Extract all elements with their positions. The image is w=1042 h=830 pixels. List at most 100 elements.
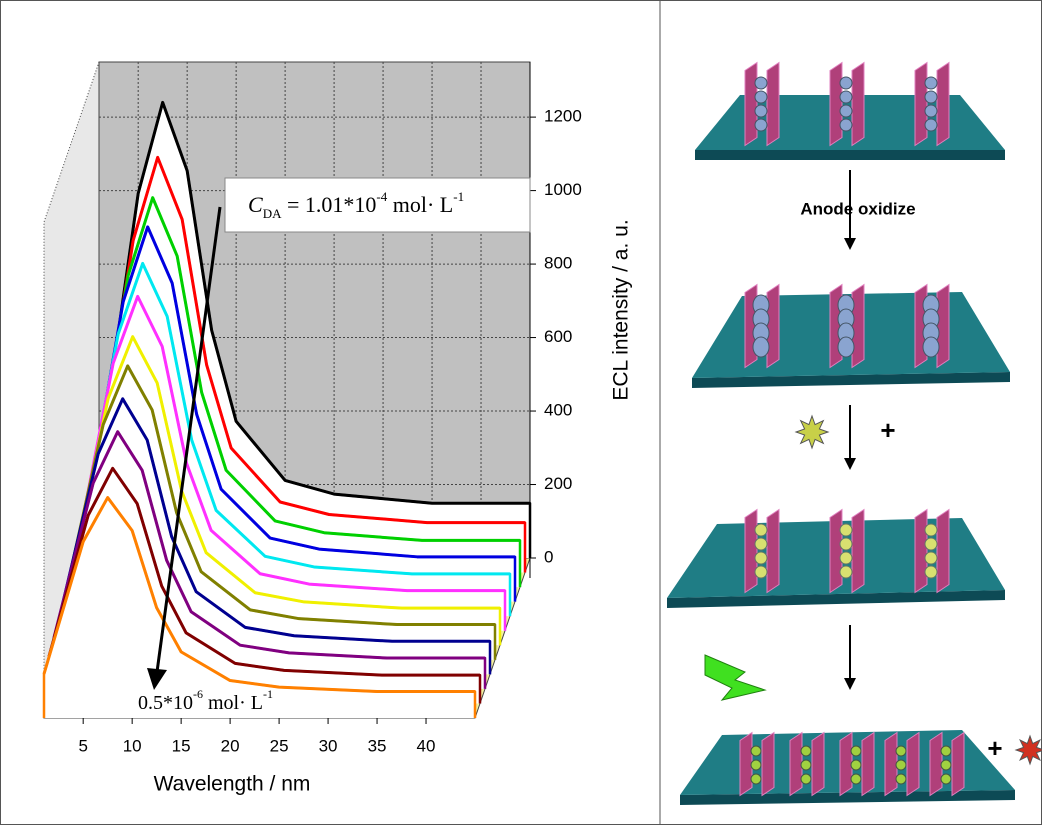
particle [922, 336, 940, 358]
particle [750, 759, 762, 771]
y-tick-label: 1200 [544, 107, 582, 126]
text: 0.5*10 [138, 692, 193, 714]
plate [884, 731, 898, 797]
plate [936, 61, 950, 147]
step-label: Anode oxidize [800, 199, 915, 218]
particle [895, 759, 907, 771]
particle [754, 90, 768, 104]
slab-side [667, 590, 1005, 608]
plate [906, 731, 920, 797]
curve [77, 261, 510, 576]
curve [42, 496, 475, 694]
slab-side [692, 372, 1010, 388]
plate [861, 731, 875, 797]
particle [850, 745, 862, 757]
particle [839, 118, 853, 132]
particle [750, 745, 762, 757]
particle [940, 759, 952, 771]
plate [951, 731, 965, 797]
particle [754, 118, 768, 132]
particle [940, 773, 952, 785]
schematic [667, 61, 1042, 805]
slab-side [695, 150, 1005, 160]
x-tick-label: 20 [221, 736, 240, 755]
x-tick-label: 25 [270, 736, 289, 755]
particle [839, 551, 853, 565]
x-tick-label: 10 [123, 736, 142, 755]
curve [97, 100, 530, 505]
superscript: -1 [453, 189, 464, 204]
superscript: -4 [376, 189, 387, 204]
particle [839, 90, 853, 104]
particle [924, 104, 938, 118]
curve [57, 397, 490, 643]
particle [754, 76, 768, 90]
plate [936, 283, 950, 369]
curve [67, 335, 500, 610]
plate [761, 731, 775, 797]
plus-sign: + [987, 733, 1002, 763]
particle [800, 773, 812, 785]
x-tick-label: 40 [417, 736, 436, 755]
particle [924, 523, 938, 537]
plate [914, 61, 928, 147]
curve [92, 155, 525, 525]
annotation-top: CDA = 1.01*10-4 mol· L-1 [248, 189, 464, 221]
curve [52, 430, 485, 660]
curve-fill [44, 497, 475, 718]
particle [754, 551, 768, 565]
step-arrow-head [844, 458, 856, 470]
x-tick-label: 5 [78, 736, 87, 755]
y-tick-label: 600 [544, 327, 572, 346]
molecule [794, 414, 830, 450]
particle [924, 118, 938, 132]
x-axis-title: Wavelength / nm [154, 773, 311, 796]
superscript: -1 [263, 687, 273, 701]
x-tick-label: 35 [368, 736, 387, 755]
curve [62, 364, 495, 627]
particle [895, 773, 907, 785]
particle [850, 759, 862, 771]
annotation-box [224, 177, 531, 233]
particle [800, 759, 812, 771]
plate [766, 61, 780, 147]
particle [800, 745, 812, 757]
y-tick-label: 1000 [544, 180, 582, 199]
plate [766, 508, 780, 594]
step-arrow-head [844, 678, 856, 690]
plot [42, 61, 536, 724]
plus-sign: + [880, 415, 895, 445]
curve [87, 196, 520, 542]
particle [839, 537, 853, 551]
particle [839, 523, 853, 537]
plate [739, 731, 753, 797]
curve [82, 225, 515, 559]
y-tick-label: 800 [544, 254, 572, 273]
plate [851, 508, 865, 594]
particle [924, 76, 938, 90]
particle [837, 336, 855, 358]
curve [47, 466, 480, 677]
plate [744, 508, 758, 594]
plate [851, 283, 865, 369]
particle [750, 773, 762, 785]
plate [789, 731, 803, 797]
y-tick-label: 400 [544, 401, 572, 420]
curve [72, 294, 505, 593]
particle [839, 565, 853, 579]
particle [850, 773, 862, 785]
y-tick-label: 200 [544, 474, 572, 493]
plate [829, 508, 843, 594]
y-tick-label: 0 [544, 547, 553, 566]
particle [839, 104, 853, 118]
y-axis-title: ECL intensity / a. u. [610, 219, 633, 400]
particle [895, 745, 907, 757]
plate [851, 61, 865, 147]
symbol: C [248, 192, 263, 217]
text: = 1.01*10 [281, 192, 376, 217]
arrow-head [147, 668, 167, 690]
particle [940, 745, 952, 757]
molecule [1014, 734, 1042, 766]
text: mol· L [203, 692, 263, 714]
